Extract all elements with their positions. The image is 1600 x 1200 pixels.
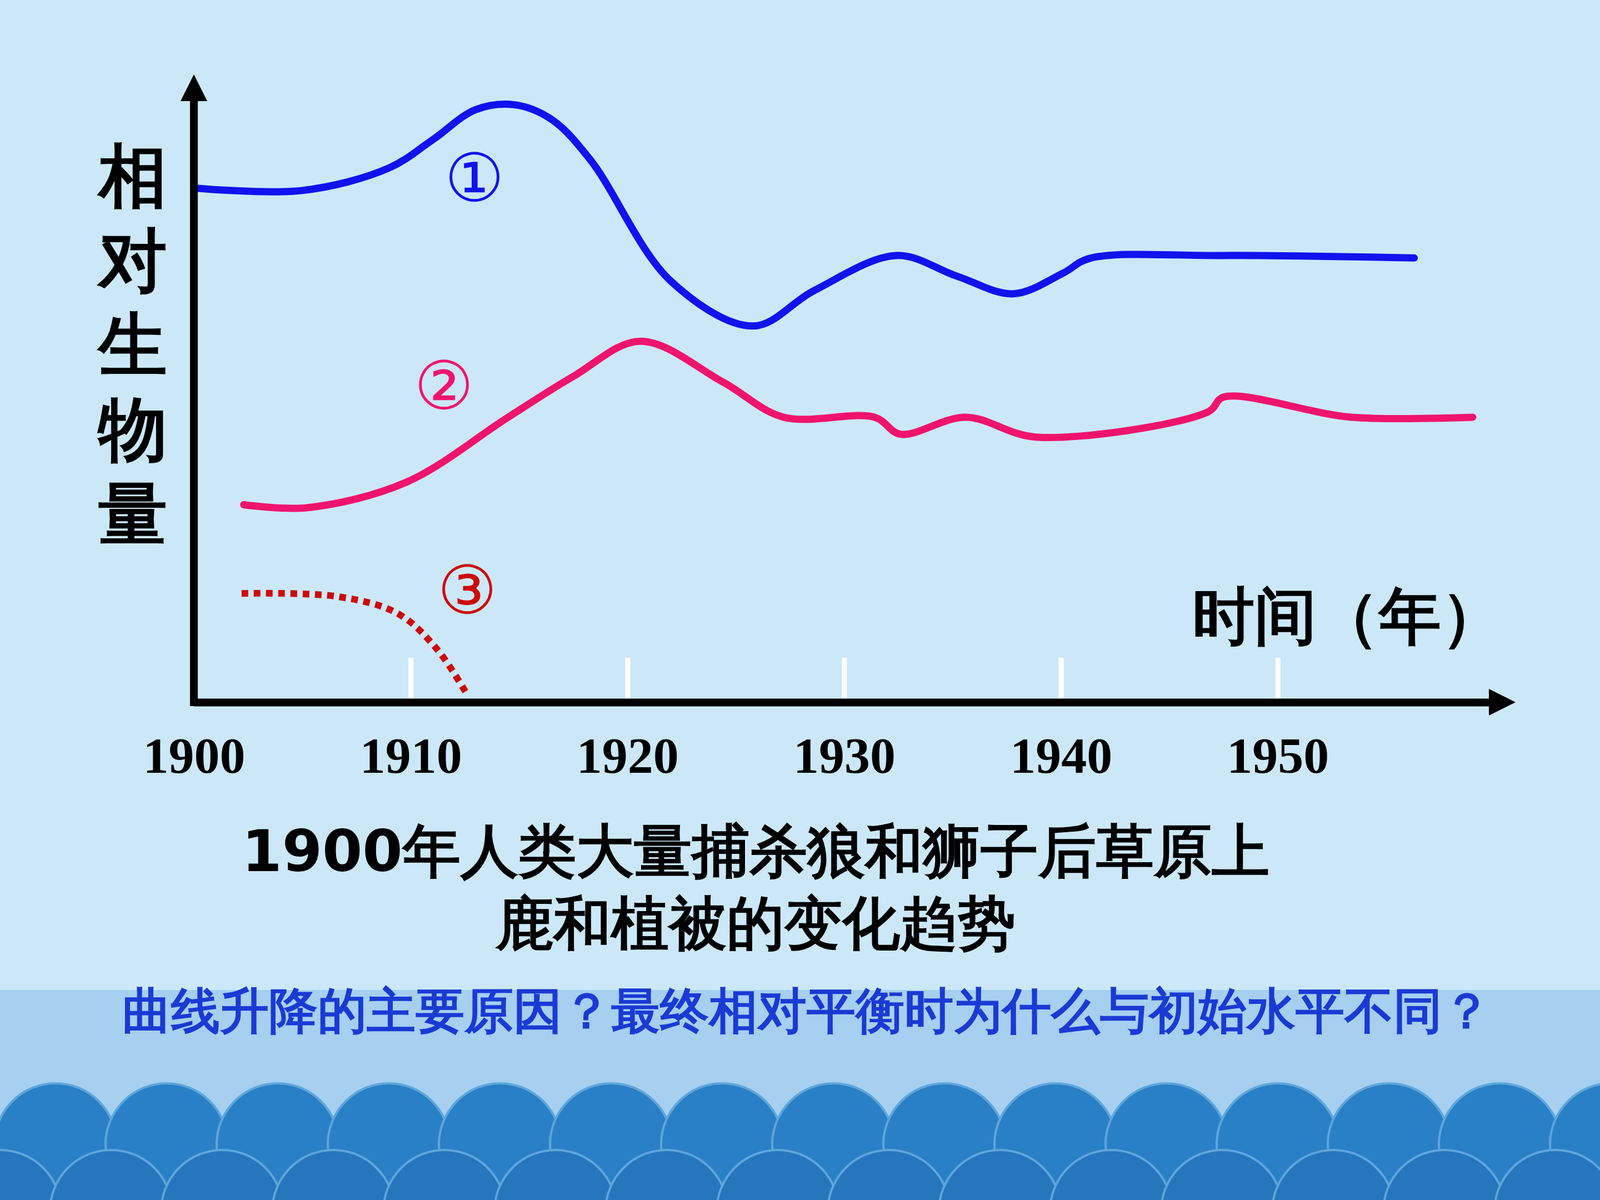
series-label: ② <box>413 347 474 425</box>
x-axis-title: 时间（年） <box>1192 580 1504 653</box>
tick-label: 1900 <box>143 727 246 784</box>
y-axis-title-char: 生 <box>96 305 168 385</box>
series-line <box>241 593 468 695</box>
wave <box>494 1150 617 1200</box>
wave <box>716 1150 839 1200</box>
tick-label: 1930 <box>793 727 896 784</box>
wave <box>1161 1150 1284 1200</box>
x-tick: 1940 <box>1010 657 1113 784</box>
title: 鹿和植被的变化趋势 <box>494 889 1016 958</box>
x-tick: 1950 <box>1226 657 1329 784</box>
wave <box>1494 1150 1600 1200</box>
series-label: ③ <box>437 551 498 629</box>
wave <box>1272 1150 1395 1200</box>
tick-mark <box>1275 657 1281 699</box>
wave <box>827 1150 950 1200</box>
wave <box>383 1150 506 1200</box>
wave <box>938 1150 1062 1200</box>
chart: 1900 1910 1920 1930 1940 1950 相对生物量时间（年） ① ② ③ 190… <box>0 0 1600 1200</box>
y-axis-arrow <box>180 74 208 102</box>
tick-label: 1910 <box>360 727 463 784</box>
x-axis: 1900 1910 1920 1930 1940 1950 <box>143 657 1495 784</box>
y-axis-title-char: 物 <box>96 389 168 470</box>
wave <box>272 1150 395 1200</box>
tick-mark <box>408 657 414 699</box>
x-tick: 1930 <box>793 657 896 784</box>
y-axis-title-char: 对 <box>96 220 168 301</box>
x-tick: 1920 <box>576 657 679 784</box>
series-label: ① <box>444 139 505 217</box>
wave <box>1383 1150 1506 1200</box>
wave <box>50 1150 173 1200</box>
y-axis-line <box>190 94 198 707</box>
x-tick: 1910 <box>360 657 463 784</box>
tick-mark <box>1058 657 1064 699</box>
decoration <box>0 1083 1600 1200</box>
tick-label: 1950 <box>1226 727 1329 784</box>
tick-label: 1940 <box>1010 727 1113 784</box>
y-axis <box>193 94 195 707</box>
tick-mark <box>842 657 848 699</box>
x-axis-arrow <box>1488 688 1516 716</box>
wave <box>161 1150 284 1200</box>
y-axis-title-char: 量 <box>98 473 168 554</box>
y-axis-title-char: 相 <box>96 136 168 217</box>
series-line <box>193 104 1415 327</box>
annotation-line: 曲线升降的主要原因？最终相对平衡时为什么与初始水平不同？ <box>122 982 1492 1040</box>
title: 1900年人类大量捕杀狼和狮子后草原上 <box>241 817 1269 885</box>
annotation: 曲线升降的主要原因？最终相对平衡时为什么与初始水平不同？ <box>122 982 1492 1040</box>
y-axis-title: 相对生物量 <box>96 136 168 554</box>
wave <box>605 1150 728 1200</box>
background <box>0 0 1600 1200</box>
x-axis-line <box>194 698 1495 707</box>
tick-mark <box>625 657 630 699</box>
series-line <box>243 341 1473 509</box>
tick-label: 1920 <box>576 727 679 784</box>
wave <box>1050 1150 1173 1200</box>
